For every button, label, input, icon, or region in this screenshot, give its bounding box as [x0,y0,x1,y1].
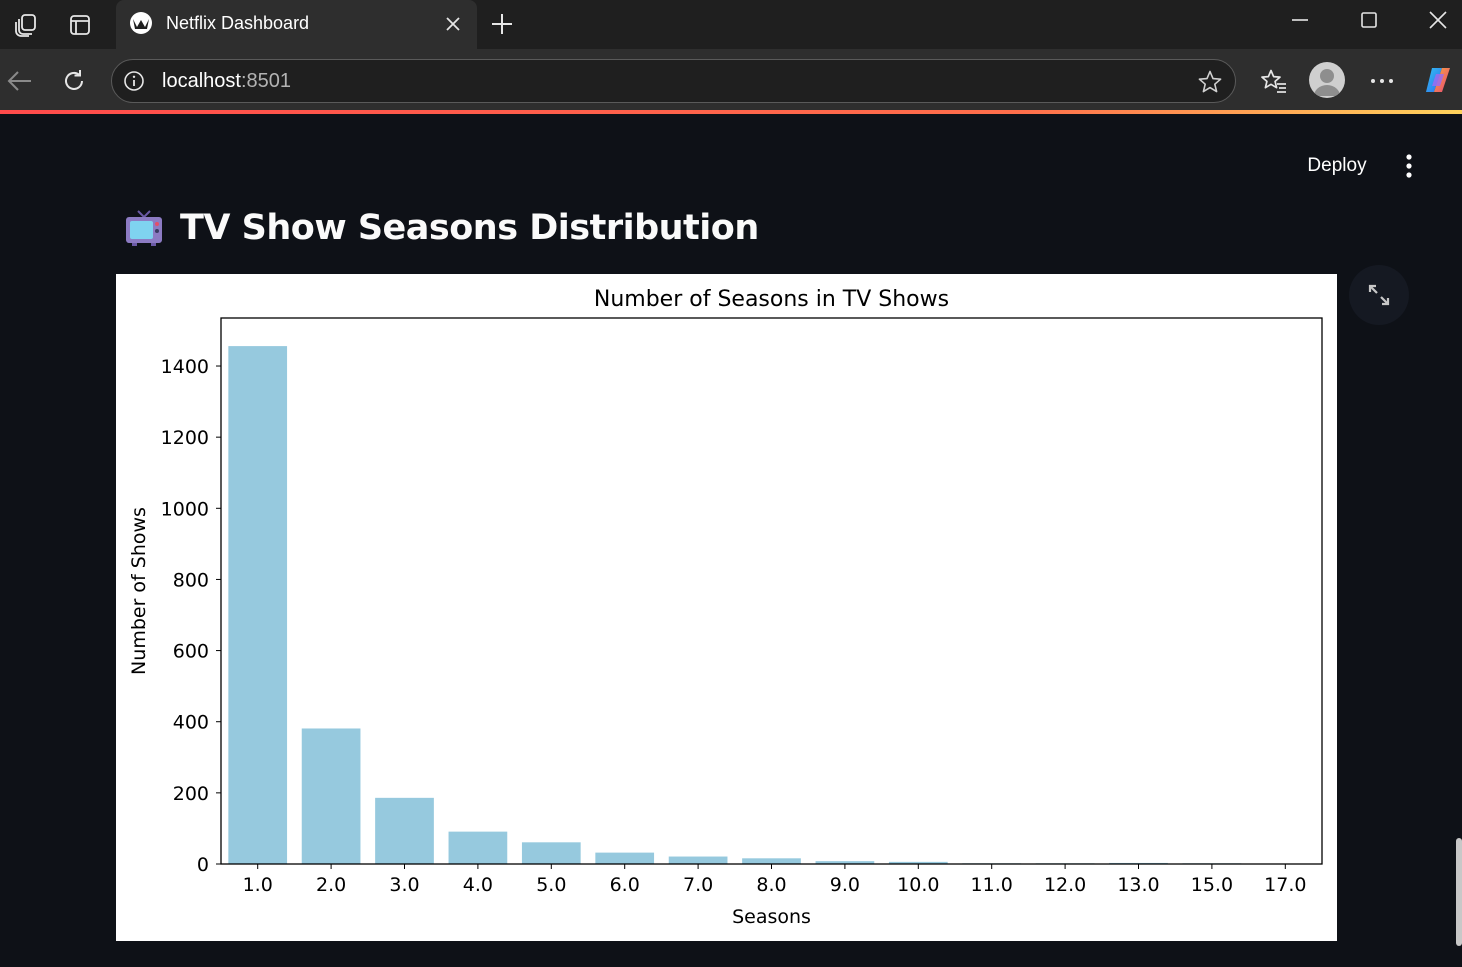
x-tick-label: 8.0 [756,874,786,896]
x-tick-label: 4.0 [463,874,493,896]
x-tick-label: 15.0 [1191,874,1233,896]
page-scrollbar[interactable] [1456,838,1462,946]
x-axis-label: Seasons [732,906,811,928]
bar-6.0 [595,852,655,864]
plot-frame [220,317,1323,865]
page-load-progress-bar [0,110,1462,114]
x-tick-label: 7.0 [683,874,713,896]
site-info-icon[interactable] [122,69,146,93]
more-options-icon[interactable] [1368,67,1396,95]
bar-1.0 [228,346,288,864]
y-tick-label: 200 [173,783,209,805]
back-arrow-icon[interactable] [6,67,34,95]
y-axis-label: Number of Shows [128,507,150,675]
tab-title: Netflix Dashboard [166,13,310,33]
x-tick-label: 3.0 [389,874,419,896]
bar-8.0 [742,858,801,864]
x-tick-label: 2.0 [316,874,346,896]
favorite-star-icon[interactable] [1197,69,1223,95]
profile-avatar-icon[interactable] [1309,62,1345,98]
x-tick-label: 6.0 [610,874,640,896]
page-title: TV Show Seasons Distribution [124,200,759,256]
x-tick-label: 11.0 [971,874,1013,896]
minimize-icon[interactable] [1286,8,1314,32]
active-tab[interactable]: Netflix Dashboard [116,0,477,49]
deploy-button[interactable]: Deploy [1307,155,1367,176]
url-port: :8501 [240,70,291,92]
fullscreen-button[interactable] [1349,265,1409,325]
close-window-icon[interactable] [1424,8,1452,32]
x-tick-label: 10.0 [897,874,939,896]
bar-7.0 [668,856,728,864]
tv-emoji-icon [124,208,164,248]
x-tick-label: 5.0 [536,874,566,896]
bar-2.0 [301,728,361,864]
y-tick-label: 1400 [161,356,209,378]
address-bar[interactable]: localhost:8501 [111,59,1236,103]
page-title-text: TV Show Seasons Distribution [180,208,759,248]
bar-10.0 [888,861,948,864]
refresh-icon[interactable] [60,67,88,95]
copilot-icon[interactable] [1421,63,1455,97]
main-menu-icon[interactable] [1394,150,1424,182]
browser-toolbar: localhost:8501 [0,49,1462,111]
bar-9.0 [815,861,875,864]
x-tick-label: 13.0 [1117,874,1159,896]
tab-actions-icon[interactable] [66,11,94,39]
expand-icon [1366,282,1392,308]
streamlit-favicon-icon [130,12,152,34]
favorites-icon[interactable] [1260,67,1288,95]
close-tab-icon[interactable] [443,14,463,38]
x-tick-label: 9.0 [830,874,860,896]
y-tick-label: 1000 [161,498,209,520]
x-tick-label: 17.0 [1264,874,1306,896]
browser-tab-bar: Netflix Dashboard [0,0,1462,49]
chart-image: 1.0 2.0 3.0 4.0 5.0 6.0 7.0 8.0 9.0 10.0 11.0 12.0 1… [116,274,1337,941]
y-tick-label: 400 [173,712,209,734]
maximize-icon[interactable] [1355,8,1383,32]
bar-5.0 [521,842,581,864]
url-host: localhost [162,70,241,92]
chart-title: Number of Seasons in TV Shows [594,287,949,312]
y-tick-label: 1200 [161,427,209,449]
y-tick-label: 800 [173,569,209,591]
bar-4.0 [448,831,508,864]
x-tick-label: 1.0 [243,874,273,896]
new-tab-icon[interactable] [488,10,516,38]
y-tick-label: 0 [197,854,209,876]
url-text: localhost:8501 [162,70,291,93]
y-tick-label: 600 [173,641,209,663]
bar-chart: 1.0 2.0 3.0 4.0 5.0 6.0 7.0 8.0 9.0 10.0 11.0 12.0 1… [128,287,1323,928]
x-tick-label: 12.0 [1044,874,1086,896]
bar-3.0 [375,797,434,864]
workspaces-icon[interactable] [12,11,40,39]
